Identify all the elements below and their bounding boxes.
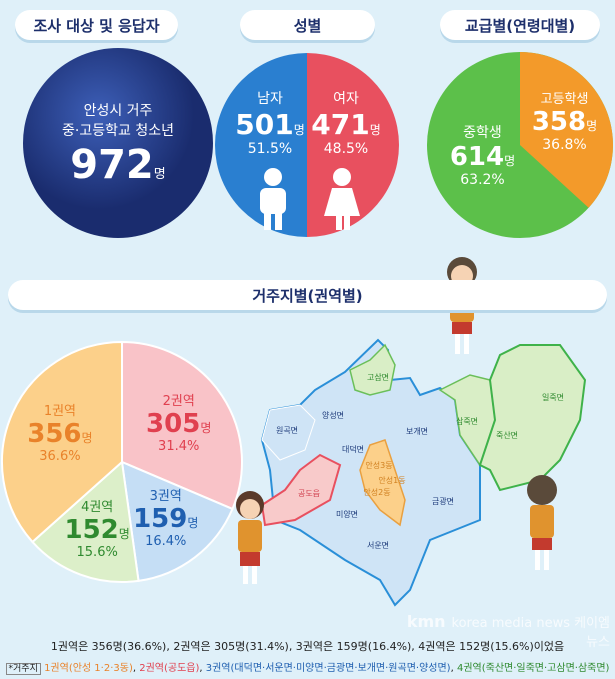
- footer-summary: 1권역은 356명(36.6%), 2권역은 305명(31.4%), 3권역은…: [50, 640, 565, 653]
- pie-slice-4: [31, 460, 140, 583]
- region-label: 4권역: [81, 499, 114, 515]
- footer-r1: 1권역(안성 1·2·3동): [44, 663, 133, 674]
- pie-label-4: 4권역 152명 15.6%: [52, 496, 142, 560]
- unit: 명: [293, 123, 305, 137]
- map-label: 금광면: [432, 496, 454, 506]
- respondents-circle: [23, 48, 213, 238]
- unit: 명: [153, 167, 166, 182]
- watermark: kmn korea media news 케이엠뉴스: [400, 612, 610, 650]
- region-pct: 36.6%: [39, 449, 81, 465]
- footer-r4: 4권역(죽산면·일죽면·고삼면·삼죽면): [456, 663, 610, 674]
- high-label: 고등학생: [540, 92, 589, 107]
- grade-heading: 교급별(연령대별): [440, 10, 600, 40]
- region-pct: 16.4%: [145, 534, 187, 550]
- male-pct: 51.5%: [247, 141, 293, 157]
- map-label: 안성3동: [365, 460, 392, 470]
- map-label: 고삼면: [367, 372, 389, 382]
- region-count: 356: [27, 419, 82, 450]
- region-pct: 31.4%: [158, 439, 200, 455]
- respondents-heading: 조사 대상 및 응답자: [15, 10, 178, 40]
- high-pct: 36.8%: [542, 137, 587, 153]
- map-label: 공도읍: [298, 489, 320, 498]
- map-label: 보개면: [406, 426, 428, 436]
- respondents-line1: 안성시 거주: [83, 103, 153, 119]
- female-half: [307, 53, 399, 237]
- map-label: 미양면: [336, 509, 358, 519]
- map-label: 안성1동: [378, 475, 405, 485]
- region-count: 305: [146, 409, 201, 440]
- respondents-count: 972: [70, 142, 154, 188]
- logo: kmn: [406, 612, 446, 631]
- respondents-line2: 중·고등학교 청소년: [62, 123, 174, 139]
- watermark-text: korea media news 케이엠뉴스: [451, 616, 610, 650]
- unit: 명: [187, 516, 199, 531]
- male-count: 501: [235, 108, 294, 141]
- map-label: 서운면: [367, 540, 389, 550]
- female-pct: 48.5%: [323, 141, 369, 157]
- pie-label-1: 1권역 356명 36.6%: [15, 400, 105, 464]
- region-pie: [1, 340, 243, 583]
- map-label: 죽산면: [496, 430, 518, 440]
- middle-pct: 63.2%: [460, 172, 505, 188]
- map-label: 원곡면: [276, 425, 298, 435]
- male-figure-icon: [260, 168, 286, 230]
- region-count: 152: [64, 514, 119, 545]
- middle-label: 중학생: [463, 125, 502, 141]
- region-heading: 거주지별(권역별): [8, 280, 607, 310]
- female-count: 471: [311, 108, 370, 141]
- map-label: 삼죽면: [456, 416, 478, 426]
- map-label: 양성면: [322, 410, 344, 420]
- unit: 명: [118, 526, 130, 541]
- pie-slice-2: [121, 340, 243, 511]
- unit: 명: [586, 119, 598, 133]
- footer-r3: 3권역(대덕면·서운면·미양면·금광면·보개면·원곡면·양성면): [205, 663, 451, 674]
- region-label: 2권역: [162, 394, 195, 410]
- region-label: 3권역: [149, 489, 182, 505]
- unit: 명: [504, 154, 516, 168]
- map-label: 안성2동: [363, 487, 390, 497]
- pie-label-3: 3권역 159명 16.4%: [121, 485, 211, 549]
- unit: 명: [81, 431, 93, 446]
- pie-slice-3: [120, 460, 234, 582]
- map-label: 일죽면: [542, 392, 564, 402]
- high-slice: [520, 52, 613, 208]
- female-label: 여자: [333, 91, 359, 107]
- gender-heading: 성별: [240, 10, 375, 40]
- unit: 명: [200, 421, 212, 436]
- region-count: 159: [133, 504, 188, 535]
- unit: 명: [369, 123, 381, 137]
- region-label: 1권역: [43, 404, 77, 420]
- region-map: [260, 338, 587, 607]
- pie-slice-1: [1, 340, 123, 544]
- footer-tag: *거주지: [5, 663, 41, 675]
- footer-r2: 2권역(공도읍): [139, 663, 200, 674]
- map-label: 대덕면: [342, 444, 364, 454]
- region-pct: 15.6%: [76, 544, 118, 560]
- high-count: 358: [531, 107, 587, 137]
- female-figure-icon: [324, 168, 360, 230]
- middle-count: 614: [449, 142, 505, 172]
- male-label: 남자: [257, 91, 283, 107]
- pie-label-2: 2권역 305명 31.4%: [134, 390, 224, 454]
